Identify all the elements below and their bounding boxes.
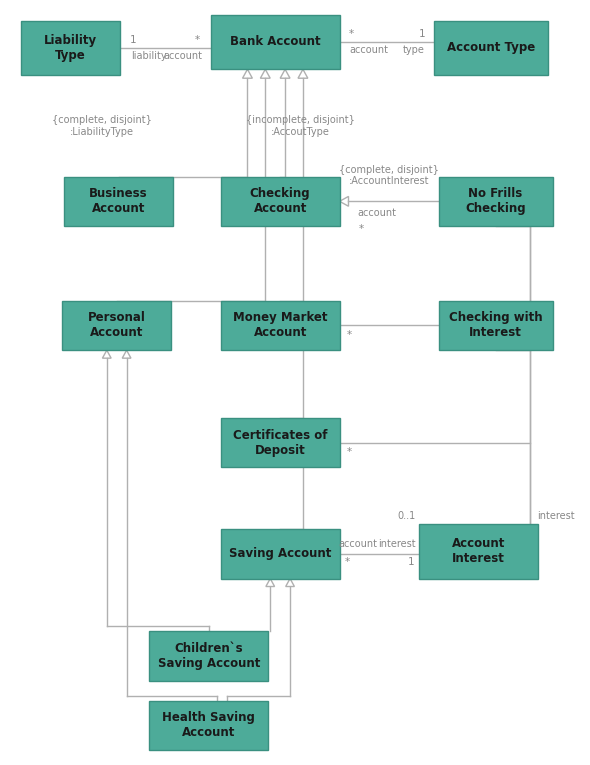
FancyBboxPatch shape <box>149 631 268 681</box>
Text: account: account <box>163 51 202 61</box>
FancyBboxPatch shape <box>221 301 340 350</box>
FancyBboxPatch shape <box>434 21 548 75</box>
Text: liability: liability <box>132 51 167 61</box>
Text: Personal
Account: Personal Account <box>88 311 146 340</box>
Text: interest: interest <box>537 511 574 521</box>
Text: account: account <box>338 539 377 549</box>
Text: Bank Account: Bank Account <box>230 35 320 48</box>
Text: *: * <box>347 448 352 457</box>
Text: Certificates of
Deposit: Certificates of Deposit <box>233 428 327 457</box>
Text: :AccoutType: :AccoutType <box>271 127 329 137</box>
Text: account: account <box>358 208 396 218</box>
FancyBboxPatch shape <box>221 418 340 467</box>
Text: {incomplete, disjoint}: {incomplete, disjoint} <box>245 115 355 125</box>
Text: No Frills
Checking: No Frills Checking <box>466 187 526 215</box>
Text: *: * <box>194 35 199 45</box>
FancyBboxPatch shape <box>149 701 268 750</box>
FancyBboxPatch shape <box>211 15 340 70</box>
FancyBboxPatch shape <box>64 177 173 226</box>
FancyBboxPatch shape <box>21 21 120 75</box>
Text: Checking
Account: Checking Account <box>250 187 310 215</box>
Text: type: type <box>403 45 425 55</box>
Text: Health Saving
Account: Health Saving Account <box>162 711 255 740</box>
Text: Liability
Type: Liability Type <box>44 34 97 62</box>
Text: *: * <box>347 330 352 340</box>
Text: {complete, disjoint}: {complete, disjoint} <box>339 164 439 174</box>
FancyBboxPatch shape <box>438 177 553 226</box>
Text: *: * <box>345 557 350 567</box>
FancyBboxPatch shape <box>438 301 553 350</box>
Text: 1: 1 <box>418 29 425 39</box>
Text: Account
Interest: Account Interest <box>451 537 505 565</box>
Text: Saving Account: Saving Account <box>229 547 332 560</box>
Text: *: * <box>359 224 364 234</box>
Text: account: account <box>350 45 389 55</box>
Text: interest: interest <box>378 539 416 549</box>
Text: *: * <box>349 29 354 39</box>
FancyBboxPatch shape <box>419 524 537 578</box>
Text: 1: 1 <box>408 557 414 567</box>
Text: 1: 1 <box>130 35 137 45</box>
Text: 0..1: 0..1 <box>398 511 416 521</box>
Text: {complete, disjoint}: {complete, disjoint} <box>52 115 152 125</box>
Text: :LiabilityType: :LiabilityType <box>70 127 134 137</box>
FancyBboxPatch shape <box>221 529 340 578</box>
Text: Children`s
Saving Account: Children`s Saving Account <box>158 642 260 670</box>
Text: Account Type: Account Type <box>447 41 535 54</box>
Text: Business
Account: Business Account <box>89 187 148 215</box>
Text: Money Market
Account: Money Market Account <box>233 311 327 340</box>
FancyBboxPatch shape <box>62 301 171 350</box>
Text: Checking with
Interest: Checking with Interest <box>449 311 542 340</box>
FancyBboxPatch shape <box>221 177 340 226</box>
Text: :AccountInterest: :AccountInterest <box>349 177 430 187</box>
